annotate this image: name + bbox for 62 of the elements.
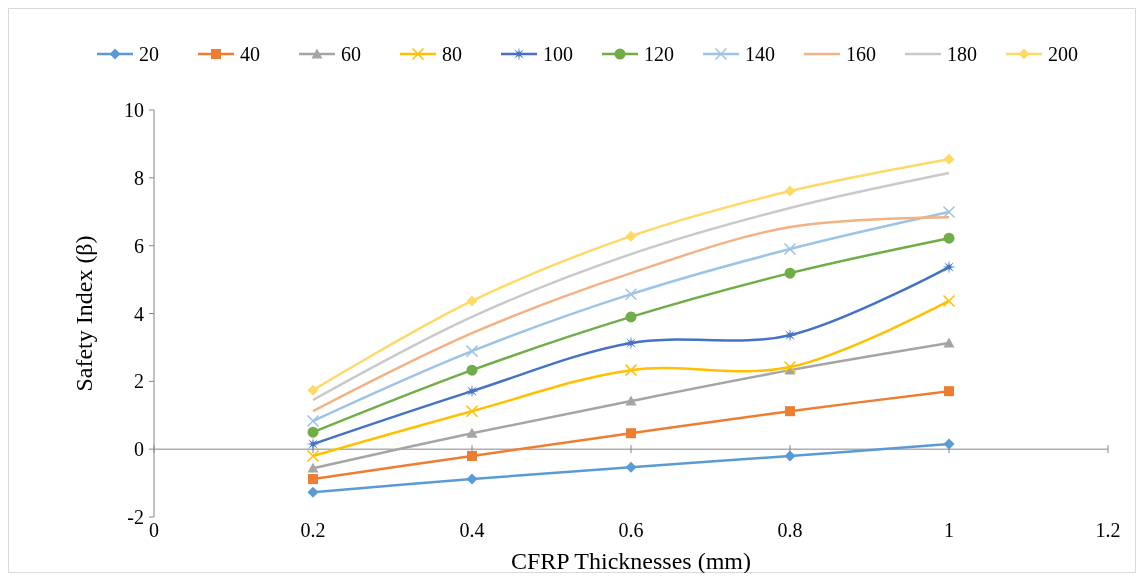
point (625, 395, 637, 406)
point (466, 364, 478, 376)
legend-label: 160 (846, 43, 876, 65)
point (624, 336, 638, 350)
x-tick-label: 1.2 (1095, 519, 1121, 541)
point (942, 294, 956, 308)
y-tick-label: 6 (134, 234, 144, 257)
point (466, 473, 478, 485)
x-tick-label: 0.2 (300, 519, 326, 541)
point (466, 427, 478, 438)
point (307, 384, 319, 396)
y-axis-title: Safety Index (β) (71, 235, 97, 392)
point (943, 337, 955, 348)
point (942, 260, 956, 274)
point (307, 486, 319, 498)
point (783, 360, 797, 374)
legend-label: 80 (442, 43, 462, 65)
x-tick-label: 0.4 (459, 519, 485, 541)
x-tick-label: 1 (944, 519, 954, 541)
y-tick-label: 8 (134, 166, 144, 189)
point (465, 404, 479, 418)
x-tick-label: 0 (149, 519, 159, 541)
point (465, 344, 479, 358)
x-tick-label: 0.6 (618, 519, 644, 541)
legend-label: 140 (745, 43, 775, 65)
legend-label: 60 (341, 43, 361, 65)
point (625, 230, 637, 242)
point (944, 386, 954, 397)
y-tick-label: 0 (134, 438, 144, 461)
legend-label: 180 (947, 43, 977, 65)
x-tick-label: 0.8 (777, 519, 803, 541)
y-tick-label: -2 (127, 506, 144, 528)
point (943, 438, 955, 450)
point (783, 242, 797, 256)
point (626, 428, 636, 439)
point (784, 267, 796, 279)
y-tick-label: 4 (134, 302, 144, 325)
point (942, 205, 956, 219)
point (625, 461, 637, 473)
point (306, 449, 320, 463)
point (307, 462, 319, 473)
point (306, 437, 320, 451)
y-tick-label: 10 (124, 99, 144, 121)
point (307, 426, 319, 438)
legend-label: 40 (240, 43, 260, 65)
point (624, 287, 638, 301)
legend-label: 20 (139, 43, 159, 65)
point (625, 311, 637, 323)
point (467, 450, 477, 461)
point (943, 153, 955, 165)
legend-label: 200 (1048, 43, 1078, 65)
point (785, 406, 795, 417)
point (943, 232, 955, 244)
point (624, 363, 638, 377)
y-tick-label: 2 (134, 370, 144, 393)
point (784, 450, 796, 462)
point (466, 295, 478, 307)
point (784, 185, 796, 197)
legend-label: 120 (644, 43, 674, 65)
point (306, 414, 320, 428)
legend-label: 100 (543, 43, 573, 65)
point (308, 474, 318, 485)
